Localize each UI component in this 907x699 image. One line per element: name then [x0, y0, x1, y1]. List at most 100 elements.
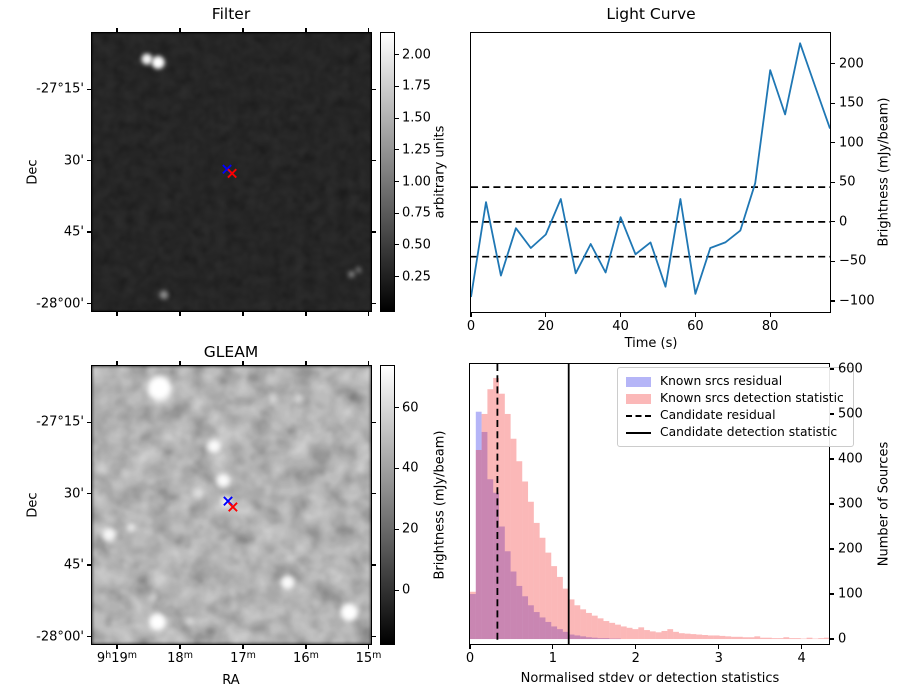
histogram-bar: [795, 638, 801, 640]
histogram-xlabel: Normalised stdev or detection statistics: [520, 671, 780, 686]
histogram-bar: [673, 631, 679, 640]
histogram-bar: [632, 629, 639, 640]
histogram-bar: [655, 632, 662, 640]
light-curve-title: Light Curve: [606, 5, 696, 23]
filter-colorbar-tick: [395, 117, 399, 119]
histogram-bar: [771, 638, 778, 640]
histogram-bar: [707, 635, 714, 640]
lc-y-tick: [831, 300, 835, 302]
source-blob: [267, 392, 278, 403]
lc-y-tick-label: 150: [839, 95, 864, 111]
filter-colorbar-tick: [395, 85, 399, 88]
light-curve-series: [471, 42, 830, 298]
filter-colorbar: [380, 32, 395, 312]
histogram-bar: [661, 630, 668, 640]
histogram-bar: [603, 621, 610, 640]
histogram-bar: [597, 638, 604, 640]
source-blob: [293, 393, 304, 404]
histogram-series: [470, 377, 829, 640]
lc-x-tick: [545, 313, 547, 317]
gleam-x-tick: [242, 361, 244, 365]
histogram-bar: [586, 612, 592, 640]
legend-known-detection: Known srcs detection statistic: [626, 390, 844, 407]
histogram-bar: [516, 585, 523, 640]
filter-colorbar-tick: [395, 54, 399, 56]
histogram-bar: [574, 635, 581, 640]
legend-candidate-detection: Candidate detection statistic: [626, 424, 844, 441]
known-source-cross-icon: [227, 168, 237, 179]
hist-x-tick-label: 0: [465, 651, 475, 666]
light-curve-plot: [470, 32, 831, 313]
filter-y-tick: [372, 303, 376, 305]
histogram-bar: [626, 627, 633, 640]
histogram-bar: [783, 637, 790, 640]
histogram-bar: [528, 501, 534, 640]
gleam-y-tick: [87, 636, 91, 638]
hist-y-tick: [830, 458, 834, 460]
histogram-bar: [533, 612, 540, 640]
histogram-bar: [487, 389, 494, 640]
lc-x-tick-label: 0: [466, 319, 476, 334]
source-blob: [355, 266, 362, 273]
lc-y-tick-label: 200: [839, 56, 864, 72]
histogram-bar: [568, 634, 575, 640]
gleam-x-tick-label: 16m: [293, 649, 319, 666]
filter-markers-layer: [222, 164, 237, 179]
gleam-x-tick-label: 17m: [230, 649, 256, 666]
histogram-ylabel: Number of Sources: [876, 441, 892, 567]
filter-title: Filter: [211, 5, 251, 23]
legend-label: Candidate residual: [660, 408, 776, 423]
source-blob: [151, 56, 165, 69]
lc-x-tick-label: 80: [761, 319, 779, 334]
histogram-bar: [760, 637, 766, 640]
filter-y-tick-label: 30': [63, 153, 84, 169]
histogram-bar: [562, 631, 569, 640]
histogram-bar: [533, 522, 540, 640]
histogram-bar: [667, 629, 674, 640]
gleam-x-tick: [179, 645, 181, 649]
gleam-y-tick: [87, 492, 91, 495]
filter-colorbar-label: arbitrary units: [432, 125, 448, 219]
gleam-x-tick: [367, 645, 370, 649]
filter-y-tick: [87, 303, 91, 305]
filter-x-tick: [242, 312, 244, 316]
lc-y-tick: [831, 221, 835, 223]
histogram-bar: [510, 571, 517, 640]
hist-x-tick: [801, 645, 803, 649]
gleam-colorbar-tick: [395, 589, 399, 591]
legend-label: Known srcs detection statistic: [660, 391, 844, 406]
hist-x-tick: [552, 645, 554, 649]
legend-candidate-residual: Candidate residual: [626, 407, 844, 424]
gleam-colorbar-tick: [395, 467, 399, 470]
lc-y-tick: [831, 142, 835, 144]
filter-ylabel-dec: Dec: [25, 159, 41, 185]
histogram-bar: [789, 638, 795, 640]
source-blob: [184, 616, 195, 627]
filter-sources-layer: [141, 53, 362, 300]
gleam-colorbar-tick-label: 60: [402, 400, 419, 416]
source-blob: [355, 463, 366, 474]
histogram-bar: [504, 551, 511, 640]
gleam-y-tick: [372, 636, 376, 638]
histogram-bar: [487, 479, 494, 640]
hist-x-tick-label: 1: [548, 651, 558, 666]
filter-y-tick: [372, 159, 376, 162]
gleam-sources-layer: [96, 376, 366, 631]
histogram-bar: [818, 638, 825, 640]
gleam-xlabel-ra: RA: [222, 673, 240, 688]
histogram-bar: [736, 636, 743, 640]
histogram-bar: [586, 637, 592, 640]
gleam-x-tick: [116, 645, 118, 649]
filter-colorbar-tick: [395, 149, 399, 151]
gleam-x-tick: [116, 361, 118, 365]
histogram-bar: [475, 449, 482, 640]
gleam-x-tick: [367, 361, 370, 365]
gleam-x-tick: [305, 645, 307, 649]
filter-colorbar-tick-label: 0.50: [402, 237, 431, 253]
hist-y-tick-label: 500: [838, 406, 863, 422]
source-blob: [96, 462, 108, 475]
hist-x-tick-label: 2: [631, 651, 640, 666]
filter-y-tick-label: -28°00': [36, 296, 84, 312]
lc-y-tick-label: 100: [839, 135, 864, 151]
source-blob: [141, 53, 153, 65]
